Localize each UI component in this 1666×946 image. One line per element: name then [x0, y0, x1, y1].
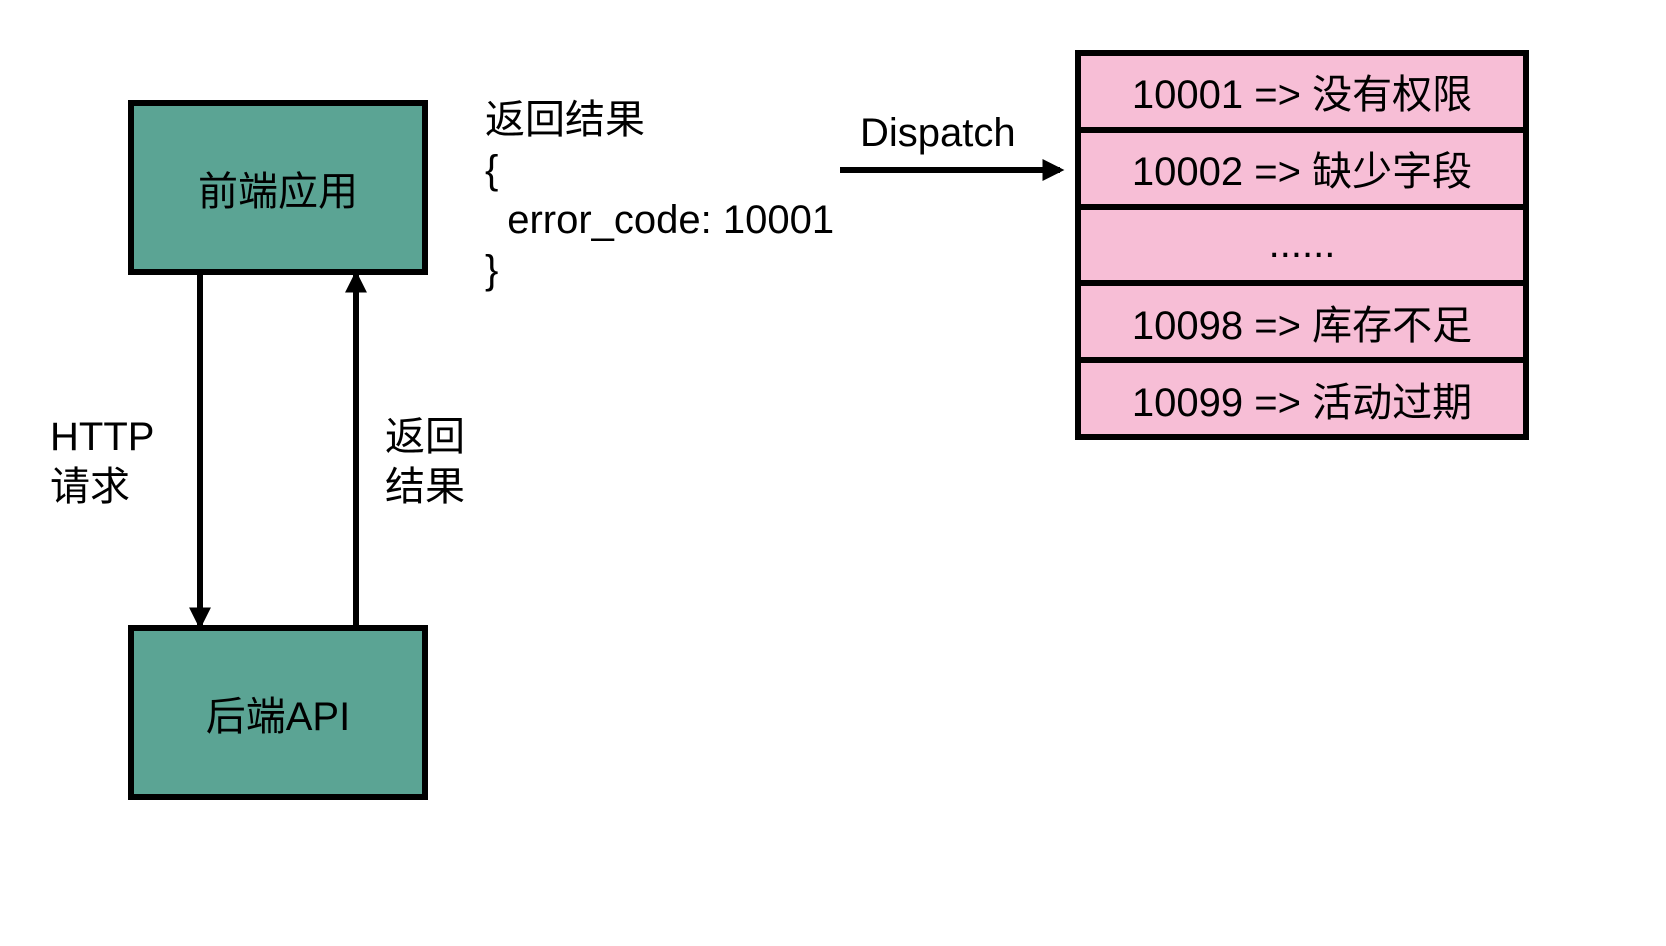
diagram-canvas: 前端应用 后端API HTTP 请求 返回 结果 返回结果 { error_co… [0, 0, 1666, 946]
error-row: ...... [1081, 210, 1523, 287]
error-row-text: 10098 => 库存不足 [1132, 293, 1472, 351]
error-row-text: ...... [1269, 222, 1336, 267]
error-row: 10099 => 活动过期 [1081, 363, 1523, 434]
node-backend-label: 后端API [206, 684, 350, 742]
label-result-json: 返回结果 { error_code: 10001 } [485, 95, 834, 295]
error-row: 10001 => 没有权限 [1081, 56, 1523, 133]
node-frontend-label: 前端应用 [198, 159, 358, 217]
error-row-text: 10001 => 没有权限 [1132, 62, 1472, 120]
error-row: 10002 => 缺少字段 [1081, 133, 1523, 210]
error-row-text: 10099 => 活动过期 [1132, 370, 1472, 428]
node-backend: 后端API [128, 625, 428, 800]
label-http-request: HTTP 请求 [50, 412, 154, 512]
error-code-table: 10001 => 没有权限 10002 => 缺少字段...... 10098 =>… [1075, 50, 1529, 440]
label-response: 返回 结果 [385, 412, 465, 512]
error-row-text: 10002 => 缺少字段 [1132, 139, 1472, 197]
node-frontend: 前端应用 [128, 100, 428, 275]
error-row: 10098 => 库存不足 [1081, 286, 1523, 363]
label-dispatch: Dispatch [860, 108, 1016, 158]
